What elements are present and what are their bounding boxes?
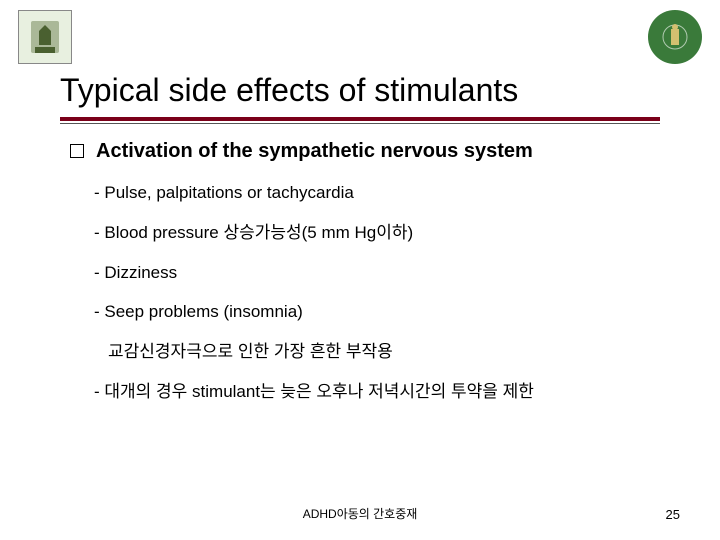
title-underline <box>60 117 660 121</box>
logo-right <box>648 10 702 64</box>
footer-text: ADHD아동의 간호중재 <box>0 505 720 522</box>
logo-left <box>18 10 72 64</box>
list-item: - Dizziness <box>94 261 670 285</box>
list-item: - Seep problems (insomnia) <box>94 300 670 324</box>
list-item: - 대개의 경우 stimulant는 늦은 오후나 저녁시간의 투약을 제한 <box>94 380 670 404</box>
slide-title: Typical side effects of stimulants <box>60 72 660 115</box>
page-number: 25 <box>666 507 680 522</box>
list-item: - Blood pressure 상승가능성(5 mm Hg이하) <box>94 221 670 245</box>
list-item: - Pulse, palpitations or tachycardia <box>94 181 670 205</box>
seal-icon <box>655 17 695 57</box>
title-underline-thin <box>60 123 660 124</box>
bullet-row: Activation of the sympathetic nervous sy… <box>70 140 670 163</box>
shield-icon <box>25 17 65 57</box>
bullet-heading: Activation of the sympathetic nervous sy… <box>96 140 533 163</box>
list-item: 교감신경자극으로 인한 가장 흔한 부작용 <box>108 340 670 364</box>
content-area: Activation of the sympathetic nervous sy… <box>70 140 670 420</box>
bullet-square-icon <box>70 144 84 158</box>
sub-list: - Pulse, palpitations or tachycardia - B… <box>94 181 670 404</box>
title-block: Typical side effects of stimulants <box>60 72 660 124</box>
